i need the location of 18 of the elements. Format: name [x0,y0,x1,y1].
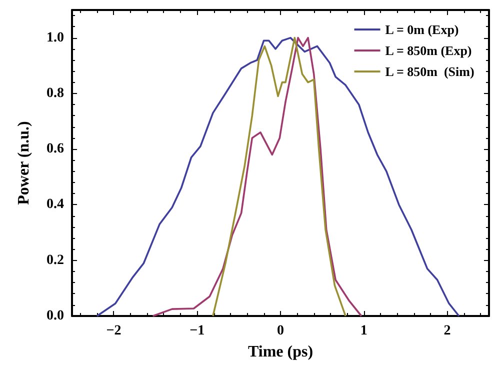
y-tick-label: 0.0 [46,308,64,324]
legend-label: L = 850m (Sim) [385,64,474,79]
x-tick-label: 1 [360,324,368,338]
legend-label: L = 850m (Exp) [385,43,472,58]
y-axis-title: Power (n.u.) [16,121,32,205]
line-series [212,36,346,317]
x-tick-label: −2 [106,324,122,338]
y-tick-label: 0.2 [46,252,64,268]
x-tick-label: −1 [190,324,205,338]
y-tick-label: 0.4 [46,197,64,212]
legend-label: L = 0m (Exp) [385,22,459,37]
y-tick-label: 1.0 [46,30,64,46]
x-axis-title: Time (ps) [248,344,314,360]
line-series [152,36,362,317]
y-tick-label: 0.6 [46,142,64,157]
x-tick-label: 0 [277,324,284,338]
x-tick-label: 2 [444,324,451,338]
y-tick-label: 0.8 [46,86,64,101]
